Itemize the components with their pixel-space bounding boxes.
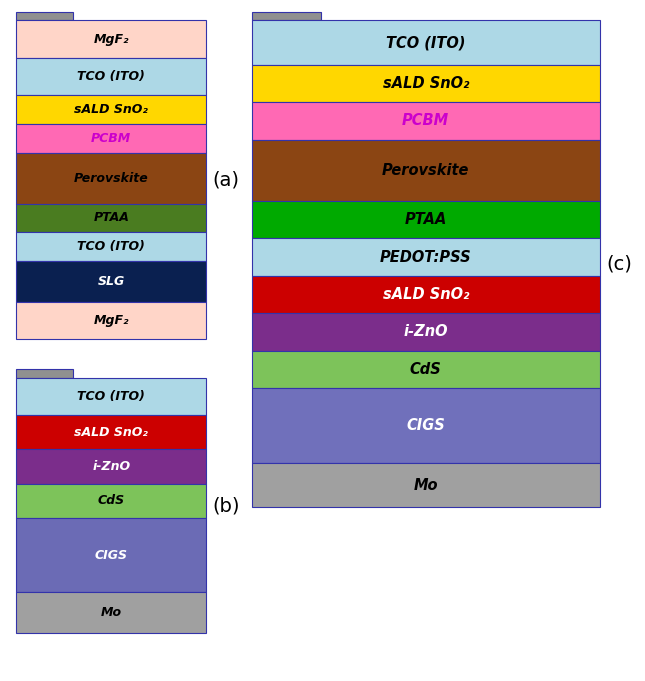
FancyBboxPatch shape: [16, 378, 206, 415]
FancyBboxPatch shape: [252, 388, 600, 463]
Text: (b): (b): [213, 496, 241, 515]
FancyBboxPatch shape: [16, 592, 206, 633]
Text: CdS: CdS: [410, 362, 442, 377]
Text: Mo: Mo: [413, 477, 438, 493]
FancyBboxPatch shape: [252, 20, 600, 65]
Text: i-ZnO: i-ZnO: [92, 460, 130, 473]
FancyBboxPatch shape: [16, 58, 206, 95]
FancyBboxPatch shape: [16, 369, 73, 378]
FancyBboxPatch shape: [252, 463, 600, 507]
FancyBboxPatch shape: [16, 204, 206, 232]
FancyBboxPatch shape: [16, 153, 206, 204]
FancyBboxPatch shape: [16, 20, 206, 58]
Text: CIGS: CIGS: [406, 418, 445, 433]
FancyBboxPatch shape: [16, 449, 206, 484]
Text: sALD SnO₂: sALD SnO₂: [74, 426, 148, 439]
Text: TCO (ITO): TCO (ITO): [77, 240, 145, 253]
FancyBboxPatch shape: [252, 65, 600, 102]
Text: MgF₂: MgF₂: [94, 314, 129, 327]
FancyBboxPatch shape: [252, 238, 600, 276]
FancyBboxPatch shape: [16, 484, 206, 518]
Text: Perovskite: Perovskite: [382, 163, 470, 178]
FancyBboxPatch shape: [16, 261, 206, 302]
FancyBboxPatch shape: [252, 12, 321, 20]
Text: Perovskite: Perovskite: [74, 172, 148, 185]
Text: sALD SnO₂: sALD SnO₂: [74, 103, 148, 116]
Text: PCBM: PCBM: [402, 113, 450, 129]
FancyBboxPatch shape: [252, 351, 600, 388]
Text: PEDOT:PSS: PEDOT:PSS: [380, 249, 471, 265]
Text: TCO (ITO): TCO (ITO): [77, 70, 145, 83]
Text: CIGS: CIGS: [95, 548, 128, 562]
FancyBboxPatch shape: [252, 140, 600, 201]
FancyBboxPatch shape: [252, 313, 600, 351]
Text: CdS: CdS: [97, 494, 125, 507]
Text: TCO (ITO): TCO (ITO): [386, 35, 466, 50]
Text: i-ZnO: i-ZnO: [404, 324, 448, 340]
FancyBboxPatch shape: [16, 12, 73, 20]
Text: PTAA: PTAA: [404, 212, 447, 227]
FancyBboxPatch shape: [252, 276, 600, 313]
FancyBboxPatch shape: [16, 124, 206, 153]
Text: (c): (c): [606, 255, 632, 273]
FancyBboxPatch shape: [16, 518, 206, 592]
Text: MgF₂: MgF₂: [94, 33, 129, 46]
Text: sALD SnO₂: sALD SnO₂: [382, 287, 469, 302]
FancyBboxPatch shape: [252, 102, 600, 140]
FancyBboxPatch shape: [16, 302, 206, 339]
Text: (a): (a): [213, 170, 240, 189]
Text: sALD SnO₂: sALD SnO₂: [382, 76, 469, 91]
Text: TCO (ITO): TCO (ITO): [77, 390, 145, 403]
FancyBboxPatch shape: [16, 95, 206, 124]
FancyBboxPatch shape: [16, 232, 206, 261]
Text: Mo: Mo: [101, 606, 122, 620]
Text: PCBM: PCBM: [91, 131, 132, 145]
FancyBboxPatch shape: [16, 415, 206, 449]
Text: PTAA: PTAA: [94, 211, 129, 225]
Text: SLG: SLG: [97, 274, 125, 288]
FancyBboxPatch shape: [252, 201, 600, 238]
